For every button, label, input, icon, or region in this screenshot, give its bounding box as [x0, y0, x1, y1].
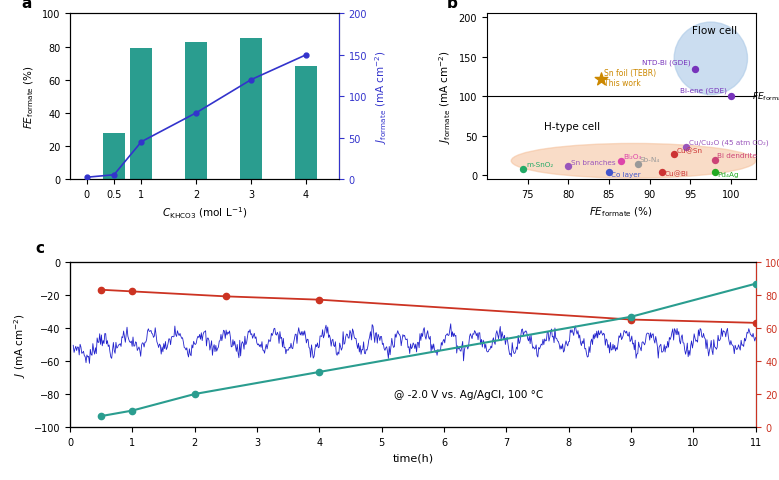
Point — [656, 168, 668, 176]
Y-axis label: $FE_{\mathrm{formate}}$ (%): $FE_{\mathrm{formate}}$ (%) — [23, 65, 37, 129]
Point — [594, 76, 607, 84]
Point — [709, 157, 721, 165]
Point — [517, 166, 530, 173]
Text: $FE_{\mathrm{formate}}$ (%): $FE_{\mathrm{formate}}$ (%) — [752, 91, 779, 103]
Text: Co layer: Co layer — [612, 171, 641, 177]
Text: Pd₄Ag: Pd₄Ag — [717, 171, 739, 177]
Text: Bi₂O₃: Bi₂O₃ — [624, 154, 642, 160]
Bar — [295, 67, 317, 180]
Point — [562, 163, 574, 171]
Text: a: a — [22, 0, 32, 11]
Text: Sn branches: Sn branches — [571, 159, 615, 166]
Bar — [130, 49, 153, 180]
Bar — [240, 39, 262, 180]
Text: Bi-ene (GDE): Bi-ene (GDE) — [680, 87, 727, 94]
Text: Flow cell: Flow cell — [693, 26, 738, 36]
Text: Cu@Bi: Cu@Bi — [664, 171, 689, 177]
Ellipse shape — [674, 23, 748, 96]
Bar — [103, 133, 125, 180]
Ellipse shape — [511, 144, 756, 179]
Text: This work: This work — [604, 79, 641, 88]
Text: Sn foil (TEBR): Sn foil (TEBR) — [604, 69, 656, 78]
Text: @ -2.0 V vs. Ag/AgCl, 100 °C: @ -2.0 V vs. Ag/AgCl, 100 °C — [394, 389, 544, 399]
Text: Bi dendrite: Bi dendrite — [717, 153, 757, 159]
Text: c: c — [36, 240, 45, 255]
Point — [631, 161, 643, 168]
Point — [603, 168, 615, 176]
Y-axis label: $J$ (mA cm$^{-2}$): $J$ (mA cm$^{-2}$) — [12, 312, 28, 377]
X-axis label: time(h): time(h) — [393, 453, 433, 462]
Point — [615, 157, 627, 165]
Text: H-type cell: H-type cell — [545, 122, 601, 132]
Text: NTD-Bi (GDE): NTD-Bi (GDE) — [642, 60, 690, 66]
Y-axis label: $J_{\mathrm{formate}}$ (mA cm$^{-2}$): $J_{\mathrm{formate}}$ (mA cm$^{-2}$) — [437, 50, 453, 144]
Text: Sb-N₄: Sb-N₄ — [640, 157, 661, 163]
Point — [689, 66, 701, 74]
X-axis label: $C_{\mathrm{KHCO3}}$ (mol L$^{-1}$): $C_{\mathrm{KHCO3}}$ (mol L$^{-1}$) — [162, 205, 247, 220]
Text: Cu@Sn: Cu@Sn — [677, 147, 703, 154]
Point — [725, 93, 738, 101]
Point — [709, 168, 721, 176]
Y-axis label: $J_{\mathrm{formate}}$ (mA cm$^{-2}$): $J_{\mathrm{formate}}$ (mA cm$^{-2}$) — [372, 50, 389, 144]
Point — [680, 144, 693, 151]
Text: Cu/Cu₂O (45 atm CO₂): Cu/Cu₂O (45 atm CO₂) — [689, 139, 768, 146]
Bar — [185, 42, 207, 180]
Text: m-SnO₂: m-SnO₂ — [526, 162, 553, 168]
Text: b: b — [446, 0, 457, 11]
Point — [668, 151, 680, 159]
X-axis label: $FE_{\mathrm{formate}}$ (%): $FE_{\mathrm{formate}}$ (%) — [589, 205, 654, 218]
